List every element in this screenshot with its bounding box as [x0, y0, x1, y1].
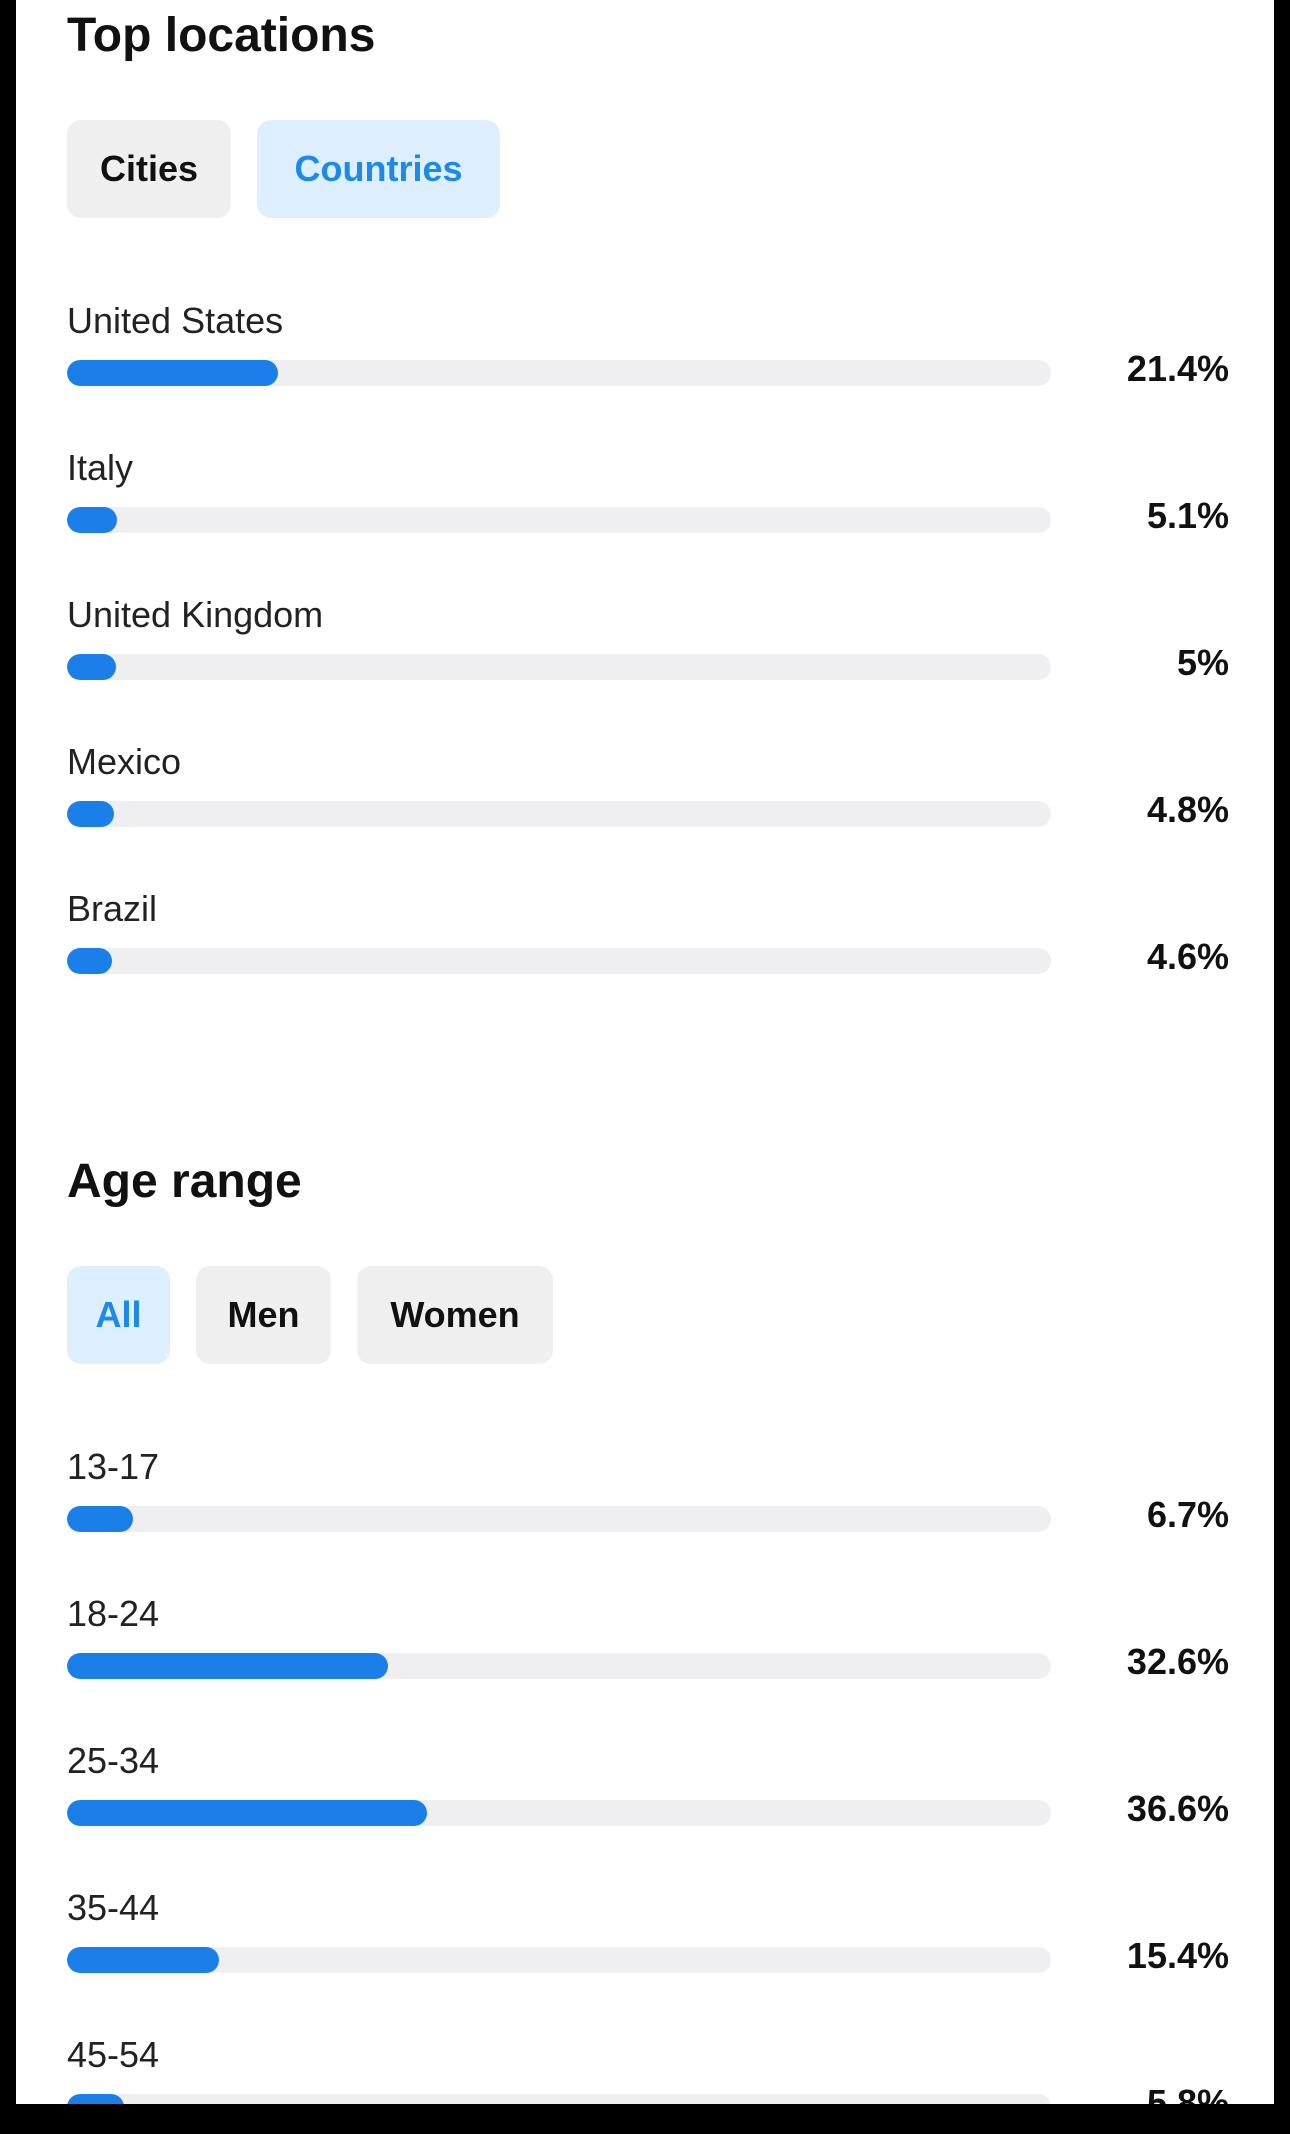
filter-tab[interactable]: Countries [257, 120, 500, 218]
value-label: 5.1% [1146, 495, 1229, 536]
bar [67, 507, 118, 533]
bar [67, 948, 113, 974]
bar [67, 1800, 428, 1826]
value-label: 6.7% [1146, 1494, 1229, 1535]
bar [67, 1506, 133, 1532]
row-label: Mexico [67, 741, 182, 782]
value-label: 32.6% [1126, 1641, 1229, 1682]
row-label: United Kingdom [67, 594, 324, 635]
bar-track [67, 1653, 1051, 1679]
row-label: Brazil [67, 888, 158, 929]
row-label: United States [67, 300, 284, 341]
bar [67, 654, 117, 680]
bar [67, 801, 115, 827]
bar [67, 360, 278, 386]
section-title: Top locations [67, 9, 376, 62]
filter-tab[interactable]: All [67, 1266, 170, 1364]
bar-track [67, 1506, 1051, 1532]
value-label: 36.6% [1126, 1788, 1229, 1829]
value-label: 5% [1176, 642, 1229, 683]
bar-track [67, 360, 1051, 386]
row-label: 25-34 [67, 1740, 160, 1781]
bar-track [67, 948, 1051, 974]
bottom-edge [0, 2104, 1290, 2134]
value-label: 15.4% [1126, 1935, 1229, 1976]
bar-track [67, 1947, 1051, 1973]
bar-track [67, 1800, 1051, 1826]
row-label: Italy [67, 447, 134, 488]
right-edge [1274, 0, 1290, 2134]
row-label: 13-17 [67, 1446, 160, 1487]
value-label: 4.8% [1146, 789, 1229, 830]
bar [67, 1653, 388, 1679]
left-edge [0, 0, 16, 2134]
filter-tab[interactable]: Women [357, 1266, 553, 1364]
row-label: 45-54 [67, 2034, 160, 2075]
bar-track [67, 507, 1051, 533]
bar-track [67, 654, 1051, 680]
section-title: Age range [67, 1155, 302, 1208]
bar [67, 1947, 219, 1973]
bar-track [67, 801, 1051, 827]
filter-tab[interactable]: Men [196, 1266, 331, 1364]
value-label: 4.6% [1146, 936, 1229, 977]
value-label: 21.4% [1126, 348, 1229, 389]
row-label: 35-44 [67, 1887, 160, 1928]
row-label: 18-24 [67, 1593, 160, 1634]
filter-tab[interactable]: Cities [67, 120, 231, 218]
